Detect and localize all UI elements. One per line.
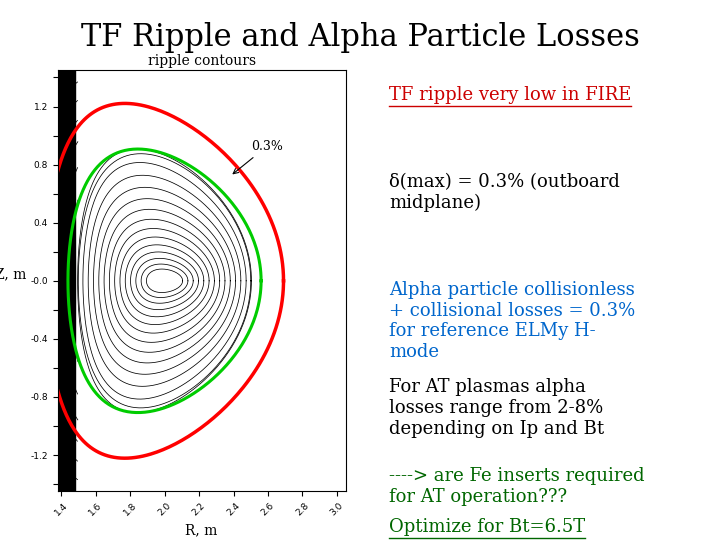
X-axis label: R, m: R, m — [186, 523, 217, 537]
Title: ripple contours: ripple contours — [148, 53, 256, 68]
Text: Optimize for Bt=6.5T: Optimize for Bt=6.5T — [389, 518, 585, 536]
Text: ----> are Fe inserts required
for AT operation???: ----> are Fe inserts required for AT ope… — [389, 467, 644, 506]
Text: 0.3%: 0.3% — [233, 140, 283, 174]
Text: TF Ripple and Alpha Particle Losses: TF Ripple and Alpha Particle Losses — [81, 22, 639, 52]
Text: δ(max) = 0.3% (outboard
midplane): δ(max) = 0.3% (outboard midplane) — [389, 173, 620, 212]
Y-axis label: Z, m: Z, m — [0, 267, 27, 281]
Text: Alpha particle collisionless
+ collisional losses = 0.3%
for reference ELMy H-
m: Alpha particle collisionless + collision… — [389, 281, 635, 361]
Text: For AT plasmas alpha
losses range from 2-8%
depending on Ip and Bt: For AT plasmas alpha losses range from 2… — [389, 378, 604, 437]
Text: TF ripple very low in FIRE: TF ripple very low in FIRE — [389, 86, 631, 104]
